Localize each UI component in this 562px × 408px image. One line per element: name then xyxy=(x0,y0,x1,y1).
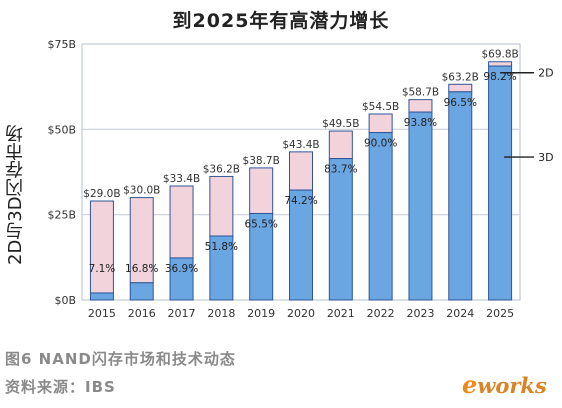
x-tick-label: 2022 xyxy=(367,307,395,320)
bar-2d-segment xyxy=(368,113,393,134)
x-tick-label: 2024 xyxy=(446,307,474,320)
bar-total-label: $29.0B xyxy=(83,188,120,200)
x-tick-label: 2019 xyxy=(247,307,275,320)
bar-total-label: $36.2B xyxy=(203,163,240,175)
bar-2d-segment xyxy=(448,83,473,93)
bar-total-label: $58.7B xyxy=(402,87,439,99)
bar-3d-segment xyxy=(289,189,313,301)
chart-title: 到2025年有高潜力增长 xyxy=(172,10,390,32)
bar-2d-segment xyxy=(249,167,274,214)
y-tick-label: $50B xyxy=(47,123,76,136)
bar-total-label: $54.5B xyxy=(362,101,399,113)
bar-3d-share-label: 51.8% xyxy=(205,241,238,253)
bar-3d-share-label: 96.5% xyxy=(444,97,477,109)
bar-2d-segment xyxy=(209,175,234,237)
bar-2d-segment xyxy=(169,185,194,259)
x-tick-label: 2016 xyxy=(128,307,156,320)
x-tick-label: 2015 xyxy=(88,307,116,320)
bar-3d-segment xyxy=(328,158,353,301)
bar-3d-segment xyxy=(209,235,234,301)
bar-3d-segment xyxy=(488,65,513,301)
x-tick-label: 2017 xyxy=(168,307,196,320)
bar-3d-share-label: 36.9% xyxy=(165,263,198,275)
bar-3d-share-label: 7.1% xyxy=(89,263,116,275)
x-tick-label: 2025 xyxy=(486,307,514,320)
bar-total-label: $30.0B xyxy=(123,185,160,197)
bar-3d-segment xyxy=(368,132,393,301)
bar-3d-share-label: 90.0% xyxy=(364,138,397,150)
bar-2d-segment xyxy=(289,151,313,191)
y-tick-label: $25B xyxy=(47,209,76,222)
bar-2d-segment xyxy=(89,200,114,294)
bar-total-label: $33.4B xyxy=(163,173,200,185)
y-tick-label: $0B xyxy=(54,294,76,307)
y-tick-label: $75B xyxy=(47,38,76,51)
bar-3d-share-label: 98.2% xyxy=(483,71,516,83)
x-tick-label: 2021 xyxy=(327,307,355,320)
bar-3d-segment xyxy=(249,212,274,301)
legend-label-3d: 3D xyxy=(538,151,553,164)
bar-3d-share-label: 65.5% xyxy=(245,218,278,230)
bar-2d-segment xyxy=(488,61,513,67)
bar-2d-segment xyxy=(328,130,353,160)
bar-3d-segment xyxy=(129,282,154,301)
bar-3d-share-label: 93.8% xyxy=(404,117,437,129)
bar-3d-segment xyxy=(169,257,194,301)
bar-3d-share-label: 74.2% xyxy=(284,195,317,207)
x-tick-label: 2023 xyxy=(406,307,434,320)
eworks-logo: eworks xyxy=(462,370,547,399)
bar-total-label: $49.5B xyxy=(322,118,359,130)
bar-3d-share-label: 16.8% xyxy=(125,263,158,275)
bar-3d-segment xyxy=(89,292,114,301)
bar-2d-segment xyxy=(408,99,433,113)
bar-3d-share-label: 83.7% xyxy=(324,164,357,176)
bar-total-label: $43.4B xyxy=(282,139,319,151)
source-note: 资料来源：IBS xyxy=(5,378,116,396)
bar-3d-segment xyxy=(408,111,433,301)
bar-total-label: $63.2B xyxy=(442,71,479,83)
bar-total-label: $69.8B xyxy=(481,49,518,61)
bar-3d-segment xyxy=(448,91,473,301)
figure-caption: 图6 NAND闪存市场和技术动态 xyxy=(5,350,236,368)
legend-label-2d: 2D xyxy=(538,67,553,80)
x-tick-label: 2018 xyxy=(207,307,235,320)
bar-total-label: $38.7B xyxy=(243,155,280,167)
x-tick-label: 2020 xyxy=(287,307,315,320)
